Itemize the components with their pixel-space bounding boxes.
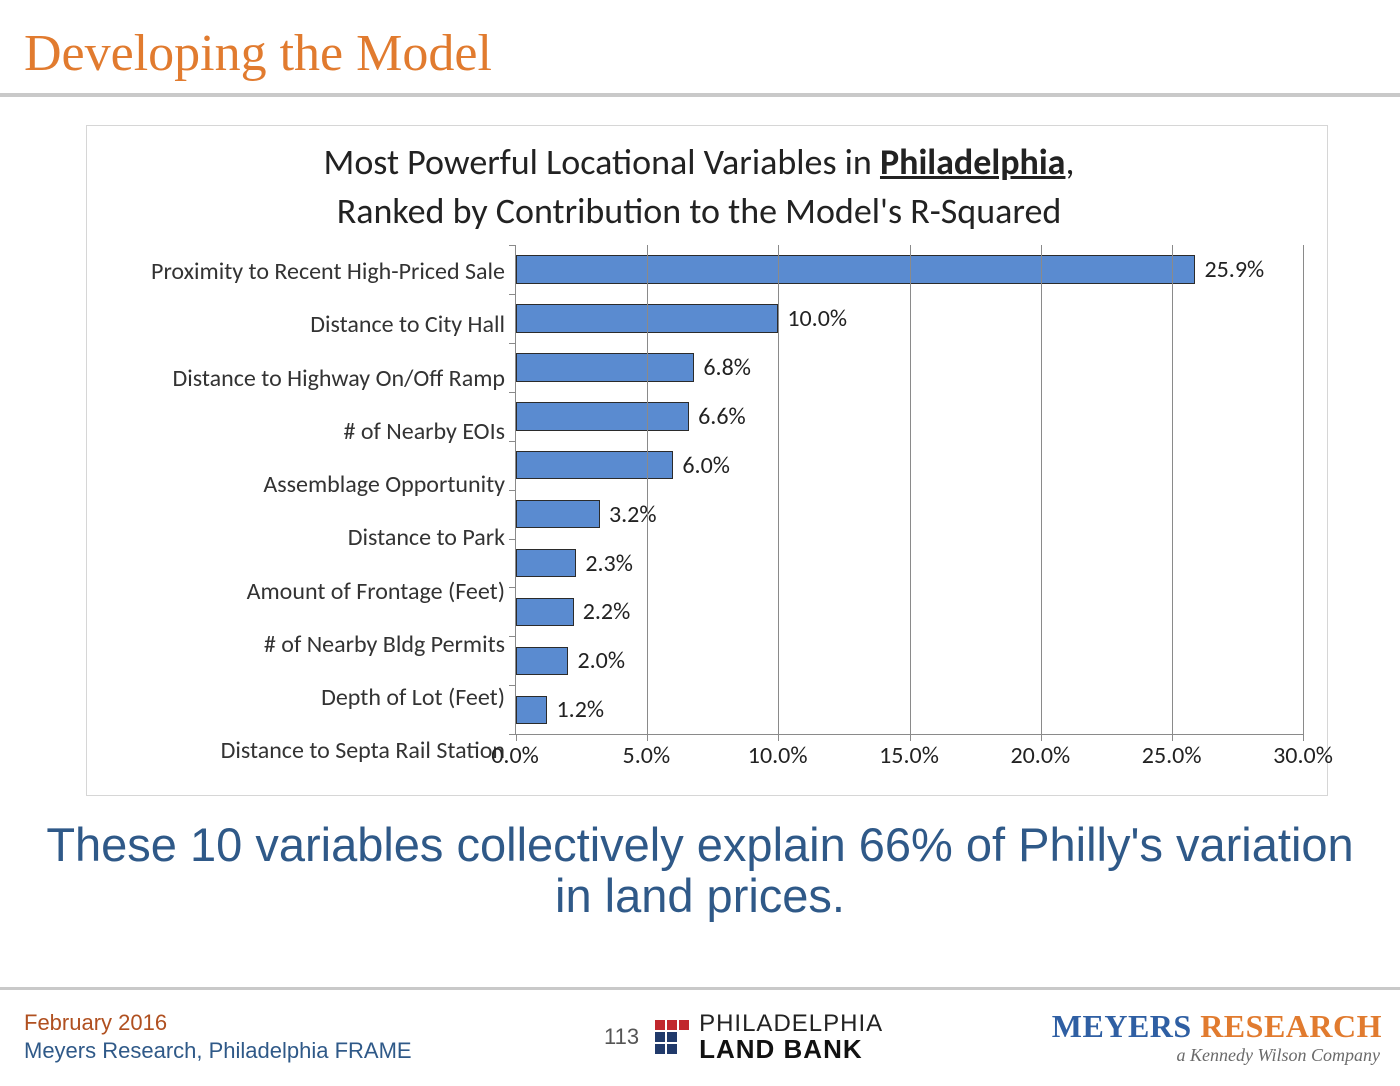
x-tick-mark [647, 734, 648, 741]
x-tick-label: 0.0% [491, 741, 539, 770]
y-axis-label: # of Nearby Bldg Permits [95, 618, 515, 671]
bar-value-label: 6.6% [698, 402, 746, 431]
y-tick-mark [509, 392, 516, 393]
philadelphia-land-bank-logo: PHILADELPHIA LAND BANK [655, 1012, 883, 1062]
x-tick-mark [1303, 734, 1304, 741]
y-axis-label: Distance to Park [95, 511, 515, 564]
bar-value-label: 1.2% [556, 695, 604, 724]
x-tick-mark [1041, 734, 1042, 741]
chart-title: Most Powerful Locational Variables in Ph… [95, 132, 1303, 241]
x-tick-mark [516, 734, 517, 741]
summary-text: These 10 variables collectively explain … [40, 820, 1360, 922]
bar-value-label: 25.9% [1204, 255, 1264, 284]
bar [516, 451, 673, 479]
footer-org: Meyers Research, Philadelphia FRAME [24, 1038, 544, 1064]
footer-left: February 2016 Meyers Research, Philadelp… [24, 1010, 544, 1064]
bar-value-label: 2.2% [583, 597, 631, 626]
gridline [1172, 245, 1173, 734]
gridline [1303, 245, 1304, 734]
title-divider [0, 93, 1400, 97]
footer-date: February 2016 [24, 1010, 544, 1036]
chart-body: Proximity to Recent High-Priced SaleDist… [95, 245, 1303, 777]
y-axis-label: Assemblage Opportunity [95, 458, 515, 511]
y-tick-mark [509, 636, 516, 637]
bar [516, 500, 600, 528]
x-tick-label: 20.0% [1010, 741, 1070, 770]
y-axis-label: Amount of Frontage (Feet) [95, 564, 515, 617]
bar [516, 696, 547, 724]
y-tick-mark [509, 294, 516, 295]
bar-value-label: 2.0% [577, 646, 625, 675]
bar [516, 402, 689, 430]
meyers-r: R [1200, 1008, 1224, 1044]
bar-value-label: 3.2% [609, 500, 657, 529]
land-bank-line2: LAND BANK [699, 1036, 883, 1062]
x-tick-mark [778, 734, 779, 741]
bar [516, 255, 1195, 283]
y-tick-mark [509, 539, 516, 540]
land-bank-line1: PHILADELPHIA [699, 1012, 883, 1036]
gridline [647, 245, 648, 734]
gridline [910, 245, 911, 734]
y-tick-mark [509, 441, 516, 442]
x-axis: 0.0%5.0%10.0%15.0%20.0%25.0%30.0% [515, 741, 1303, 777]
bar [516, 647, 568, 675]
chart-title-post: , [1065, 140, 1074, 184]
x-tick-label: 15.0% [879, 741, 939, 770]
x-tick-mark [1172, 734, 1173, 741]
meyers-eyers: EYERS [1082, 1008, 1200, 1044]
chart-title-pre: Most Powerful Locational Variables in [324, 140, 880, 184]
y-axis-label: Proximity to Recent High-Priced Sale [95, 245, 515, 298]
page-number: 113 [604, 1024, 639, 1050]
footer: February 2016 Meyers Research, Philadelp… [0, 994, 1400, 1086]
y-tick-mark [509, 587, 516, 588]
y-tick-mark [509, 685, 516, 686]
bar-value-label: 2.3% [585, 549, 633, 578]
land-bank-icon [655, 1020, 689, 1054]
y-tick-mark [509, 245, 516, 246]
bar-value-label: 10.0% [787, 304, 847, 333]
plot-area: 25.9% 10.0% 6.8% 6.6% 6.0% 3.2% 2.3% 2.2% 2.0% 1.… [515, 245, 1303, 735]
gridline [778, 245, 779, 734]
y-tick-mark [509, 490, 516, 491]
slide-title: Developing the Model [0, 0, 1400, 89]
y-axis-labels: Proximity to Recent High-Priced SaleDist… [95, 245, 515, 777]
meyers-esearch: ESEARCH [1224, 1008, 1382, 1044]
y-axis-label: # of Nearby EOIs [95, 405, 515, 458]
x-tick-mark [910, 734, 911, 741]
bar-value-label: 6.0% [682, 451, 730, 480]
bar [516, 549, 576, 577]
x-tick-label: 10.0% [748, 741, 808, 770]
chart-container: Most Powerful Locational Variables in Ph… [86, 125, 1328, 796]
x-tick-label: 25.0% [1142, 741, 1202, 770]
y-tick-mark [509, 343, 516, 344]
y-tick-mark [509, 734, 516, 735]
footer-divider [0, 987, 1400, 990]
plot-wrap: 25.9% 10.0% 6.8% 6.6% 6.0% 3.2% 2.3% 2.2% 2.0% 1.… [515, 245, 1303, 777]
chart-title-line2: Ranked by Contribution to the Model's R-… [337, 189, 1062, 233]
x-tick-label: 5.0% [623, 741, 671, 770]
gridline [1041, 245, 1042, 734]
y-axis-label: Distance to Highway On/Off Ramp [95, 352, 515, 405]
bar [516, 353, 694, 381]
y-axis-label: Distance to Septa Rail Station [95, 724, 515, 777]
meyers-subtitle: a Kennedy Wilson Company [1052, 1045, 1382, 1066]
bar-value-label: 6.8% [703, 353, 751, 382]
y-axis-label: Distance to City Hall [95, 298, 515, 351]
chart-title-bold: Philadelphia [880, 140, 1065, 184]
y-axis-label: Depth of Lot (Feet) [95, 671, 515, 724]
x-tick-label: 30.0% [1273, 741, 1333, 770]
meyers-research-logo: MEYERS RESEARCH a Kennedy Wilson Company [1052, 1008, 1382, 1066]
meyers-m: M [1052, 1008, 1083, 1044]
bar [516, 598, 574, 626]
